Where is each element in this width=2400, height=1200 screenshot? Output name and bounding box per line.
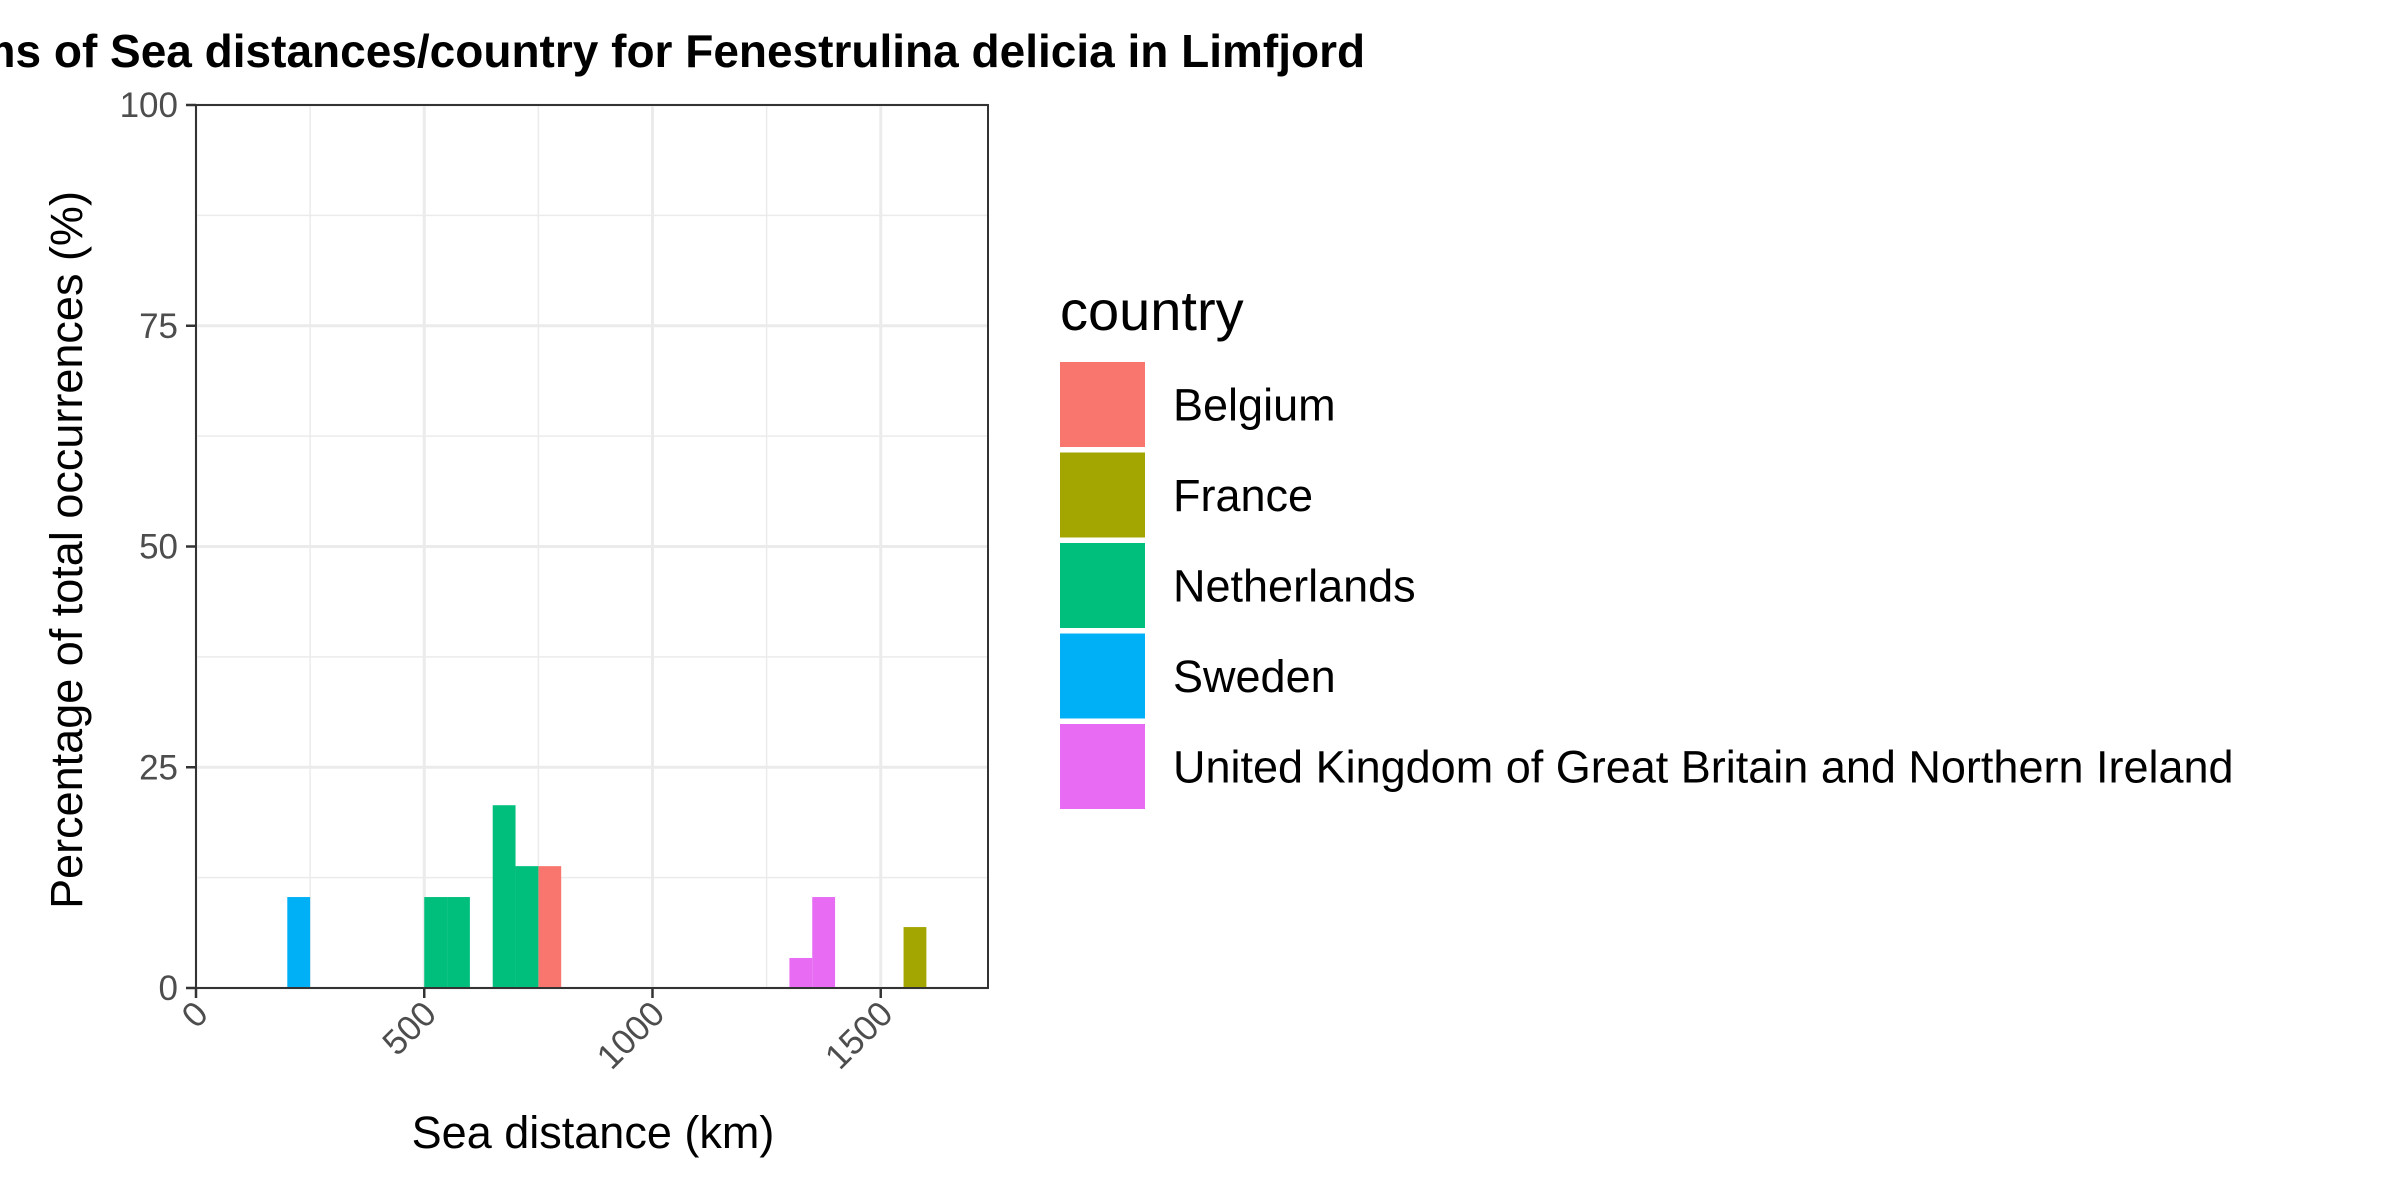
legend-label: Belgium <box>1173 380 1336 431</box>
legend: country Belgium France Netherlands Sweden Un… <box>1060 279 2234 809</box>
y-tick-label: 50 <box>139 528 178 567</box>
x-tick-label: 1500 <box>818 994 901 1077</box>
bar <box>447 897 470 988</box>
y-axis-title: Percentage of total occurrences (%) <box>41 191 92 909</box>
bar <box>424 897 448 988</box>
x-axis-title: Sea distance (km) <box>412 1107 775 1158</box>
bar <box>812 897 836 988</box>
legend-key <box>1060 543 1145 628</box>
legend-key <box>1060 633 1145 719</box>
bar <box>538 866 562 988</box>
bar <box>492 805 516 988</box>
x-axis-ticks: 0 500 1000 1500 <box>174 988 900 1077</box>
y-axis-ticks: 0 25 50 75 100 <box>120 86 196 1008</box>
legend-key <box>1060 724 1145 809</box>
y-tick-label: 25 <box>139 748 178 787</box>
y-tick-label: 0 <box>159 969 178 1008</box>
y-tick-label: 75 <box>139 307 178 346</box>
legend-key <box>1060 362 1145 447</box>
bars <box>287 805 927 988</box>
legend-label: United Kingdom of Great Britain and Nort… <box>1173 742 2234 793</box>
legend-label: Sweden <box>1173 651 1336 702</box>
y-tick-label: 100 <box>120 86 178 125</box>
legend-key <box>1060 452 1145 538</box>
legend-label: France <box>1173 470 1313 521</box>
legend-title: country <box>1060 279 1244 342</box>
bar <box>287 897 311 988</box>
bar <box>903 927 927 988</box>
legend-label: Netherlands <box>1173 561 1416 612</box>
x-tick-label: 1000 <box>589 994 672 1077</box>
legend-items: Belgium France Netherlands Sweden United Kin… <box>1060 362 2234 809</box>
x-tick-label: 500 <box>375 994 444 1063</box>
bar <box>515 866 539 988</box>
x-tick-label: 0 <box>174 994 215 1035</box>
chart-title: Histograms of Sea distances/country for … <box>0 25 1365 77</box>
bar <box>789 957 813 988</box>
